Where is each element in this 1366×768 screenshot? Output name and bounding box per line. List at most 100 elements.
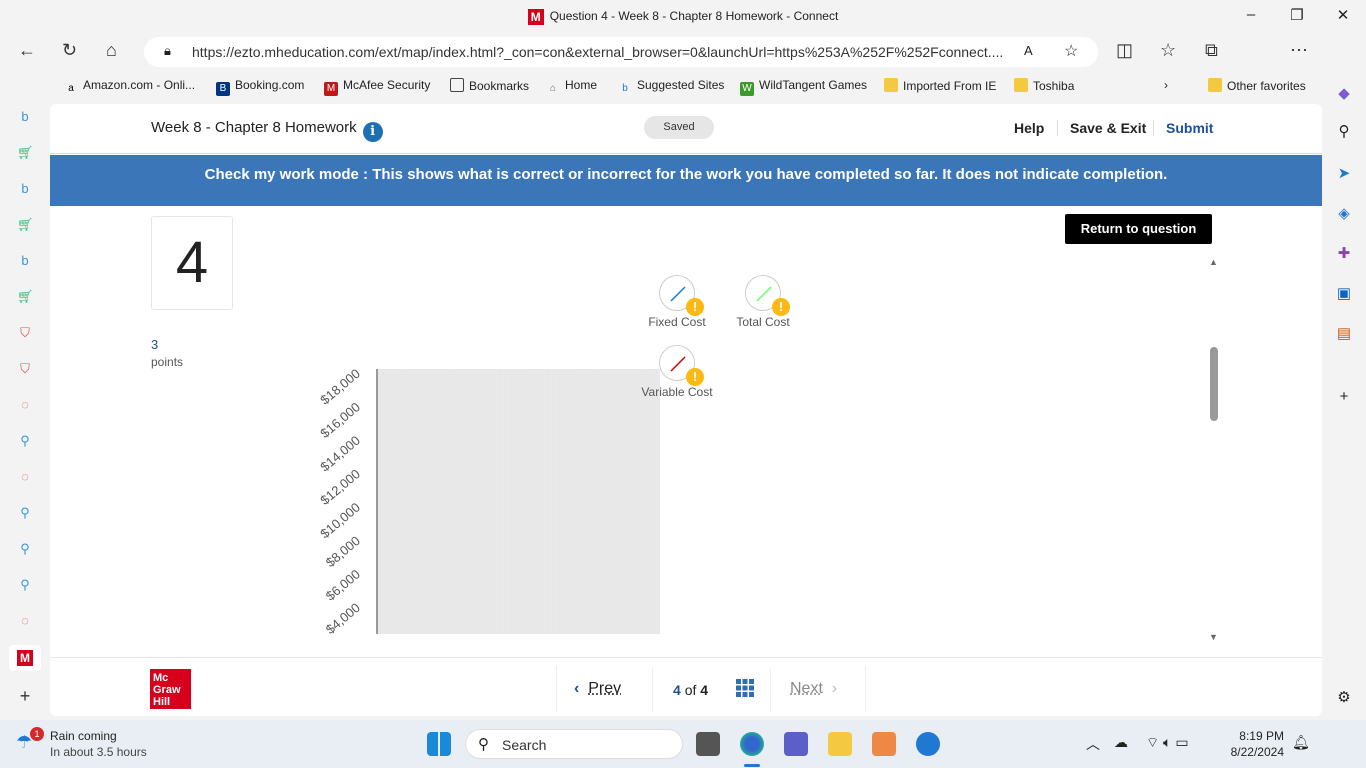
prev-button[interactable]: ‹ Prev xyxy=(574,680,621,698)
title-bar: M Question 4 - Week 8 - Chapter 8 Homewor… xyxy=(0,0,1366,34)
notification-bell-icon[interactable]: 🔔︎ xyxy=(1292,734,1310,750)
search-tab-icon[interactable]: ⚲ xyxy=(20,541,30,556)
tool-fixed-cost[interactable]: ! Fixed Cost xyxy=(640,275,714,329)
read-aloud-icon[interactable]: A xyxy=(1024,43,1033,58)
back-icon[interactable]: ← xyxy=(18,40,36,60)
store-icon[interactable] xyxy=(872,732,896,756)
clock-date[interactable]: 8/22/2024 xyxy=(1230,745,1284,759)
loading-tab-icon[interactable]: ◌ xyxy=(21,397,29,412)
toolbox-icon[interactable]: ▤ xyxy=(1336,325,1352,342)
return-to-question-button[interactable]: Return to question xyxy=(1065,214,1212,244)
search-tab-icon[interactable]: ⚲ xyxy=(20,577,30,592)
question-number: 4 xyxy=(151,216,233,310)
fav-home[interactable]: ⌂ Home xyxy=(549,78,598,94)
file-explorer-icon[interactable] xyxy=(828,732,852,756)
assignment-header: Week 8 - Chapter 8 Homework i Saved Help … xyxy=(50,104,1322,154)
refresh-icon[interactable]: ↻ xyxy=(62,40,78,60)
window-title: Question 4 - Week 8 - Chapter 8 Homework… xyxy=(549,9,839,24)
scroll-down-icon[interactable]: ▼ xyxy=(1209,632,1218,642)
fav-booking[interactable]: B Booking.com xyxy=(216,78,304,96)
url-text: https://ezto.mheducation.com/ext/map/ind… xyxy=(192,44,1004,60)
warning-icon: ! xyxy=(686,298,704,316)
onedrive-icon[interactable]: ☁ xyxy=(1114,734,1128,750)
copilot-icon[interactable]: ◆ xyxy=(1338,85,1350,102)
restore-button[interactable]: ❐ xyxy=(1290,7,1304,24)
close-button[interactable]: ✕ xyxy=(1336,7,1350,24)
bing-tab-icon[interactable]: b xyxy=(21,253,29,268)
help-app-icon[interactable] xyxy=(916,732,940,756)
points-value: 3 xyxy=(151,337,159,352)
bing-tab-icon[interactable]: b xyxy=(21,109,29,124)
minimize-button[interactable]: – xyxy=(1246,6,1256,23)
question-grid-icon[interactable] xyxy=(736,679,754,697)
chevron-right-icon: › xyxy=(831,680,838,697)
submit-link[interactable]: Submit xyxy=(1153,120,1213,136)
shield-tab-icon[interactable]: ⛉ xyxy=(20,325,30,340)
fav-toshiba[interactable]: Toshiba xyxy=(1014,78,1074,93)
address-bar[interactable]: 🔒︎ https://ezto.mheducation.com/ext/map/… xyxy=(144,37,1098,67)
saved-status: Saved xyxy=(644,116,714,139)
split-screen-icon[interactable]: ◫ xyxy=(1116,40,1134,60)
cost-graph[interactable]: 100200300400500$2,000$4,000$6,000$8,000$… xyxy=(240,244,660,634)
tool-variable-cost[interactable]: ! Variable Cost xyxy=(634,345,720,399)
warning-icon: ! xyxy=(686,368,704,386)
scroll-up-icon[interactable]: ▲ xyxy=(1209,257,1218,267)
clock-time[interactable]: 8:19 PM xyxy=(1239,729,1284,743)
assignment-title: Week 8 - Chapter 8 Homework xyxy=(151,119,357,136)
search-tab-icon[interactable]: ⚲ xyxy=(20,505,30,520)
weather-icon[interactable]: ☂ xyxy=(16,732,33,752)
bing-tab-icon[interactable]: b xyxy=(21,181,29,196)
fav-imported[interactable]: Imported From IE xyxy=(884,78,996,93)
shield-tab-icon[interactable]: ⛉ xyxy=(20,361,30,376)
favorite-star-icon[interactable]: ☆ xyxy=(1064,43,1079,60)
loading-tab-icon[interactable]: ◌ xyxy=(21,469,29,484)
shopping-tab-icon[interactable]: 🛒︎ xyxy=(17,217,34,232)
fav-bookmarks[interactable]: Bookmarks xyxy=(450,78,529,93)
tool-label: Fixed Cost xyxy=(648,315,706,329)
search-icon[interactable]: ⚲ xyxy=(1338,123,1350,140)
shopping-tab-icon[interactable]: 🛒︎ xyxy=(17,145,34,160)
fav-other[interactable]: Other favorites xyxy=(1208,78,1306,93)
weather-title[interactable]: Rain coming xyxy=(50,729,117,743)
next-label: Next xyxy=(790,680,823,697)
add-icon[interactable]: + xyxy=(1339,388,1349,405)
favorites-overflow-icon[interactable]: › xyxy=(1164,78,1168,92)
content-scrollbar[interactable]: ▲ ▼ xyxy=(1208,254,1220,644)
info-icon[interactable]: i xyxy=(362,122,383,142)
tray-chevron-icon[interactable]: ︿ xyxy=(1086,736,1100,752)
help-link[interactable]: Help xyxy=(1014,120,1045,136)
more-icon[interactable]: ⋯ xyxy=(1290,40,1308,60)
tool-total-cost[interactable]: ! Total Cost xyxy=(726,275,800,329)
wifi-volume-battery-icon[interactable]: ⌔ 🔈︎ ▭ xyxy=(1146,734,1189,750)
footer-nav: Mc Graw Hill ‹ Prev 4 of 4 Next › xyxy=(50,657,1322,716)
settings-icon[interactable]: ⚙ xyxy=(1337,689,1351,706)
collections-icon[interactable]: ⧉ xyxy=(1205,40,1218,60)
loading-tab-icon[interactable]: ◌ xyxy=(21,613,29,628)
start-icon[interactable] xyxy=(427,732,451,756)
edge-icon[interactable] xyxy=(740,732,764,756)
scrollbar-thumb[interactable] xyxy=(1210,347,1218,421)
puzzle-icon[interactable]: ✚ xyxy=(1337,245,1351,262)
fav-mcafee[interactable]: M McAfee Security xyxy=(324,78,430,96)
taskbar-search[interactable]: ⚲ Search xyxy=(465,729,683,759)
next-button[interactable]: Next › xyxy=(790,680,837,698)
send-icon[interactable]: ➤ xyxy=(1337,165,1351,182)
fav-amazon[interactable]: a Amazon.com - Onli... xyxy=(68,78,196,94)
fav-wildtangent[interactable]: W WildTangent Games xyxy=(740,78,867,96)
tool-label: Total Cost xyxy=(736,315,790,329)
save-exit-link[interactable]: Save & Exit xyxy=(1057,120,1146,136)
outlook-icon[interactable]: ▣ xyxy=(1336,285,1352,302)
favorites-bar: a Amazon.com - Onli... B Booking.com M McAf… xyxy=(50,72,1322,100)
connect-logo-icon: M xyxy=(527,9,544,25)
favorites-icon[interactable]: ☆ xyxy=(1160,40,1177,60)
fav-suggested[interactable]: b Suggested Sites xyxy=(622,78,725,94)
search-tab-icon[interactable]: ⚲ xyxy=(20,433,30,448)
home-icon[interactable]: ⌂ xyxy=(106,40,117,60)
shopping-tab-icon[interactable]: 🛒︎ xyxy=(17,289,34,304)
task-view-icon[interactable] xyxy=(696,732,720,756)
connect-tab-icon[interactable]: M xyxy=(9,645,41,671)
plot-area[interactable] xyxy=(377,369,660,634)
new-tab-icon[interactable]: + xyxy=(19,686,31,706)
teams-icon[interactable] xyxy=(784,732,808,756)
tag-icon[interactable]: ◈ xyxy=(1338,205,1350,222)
